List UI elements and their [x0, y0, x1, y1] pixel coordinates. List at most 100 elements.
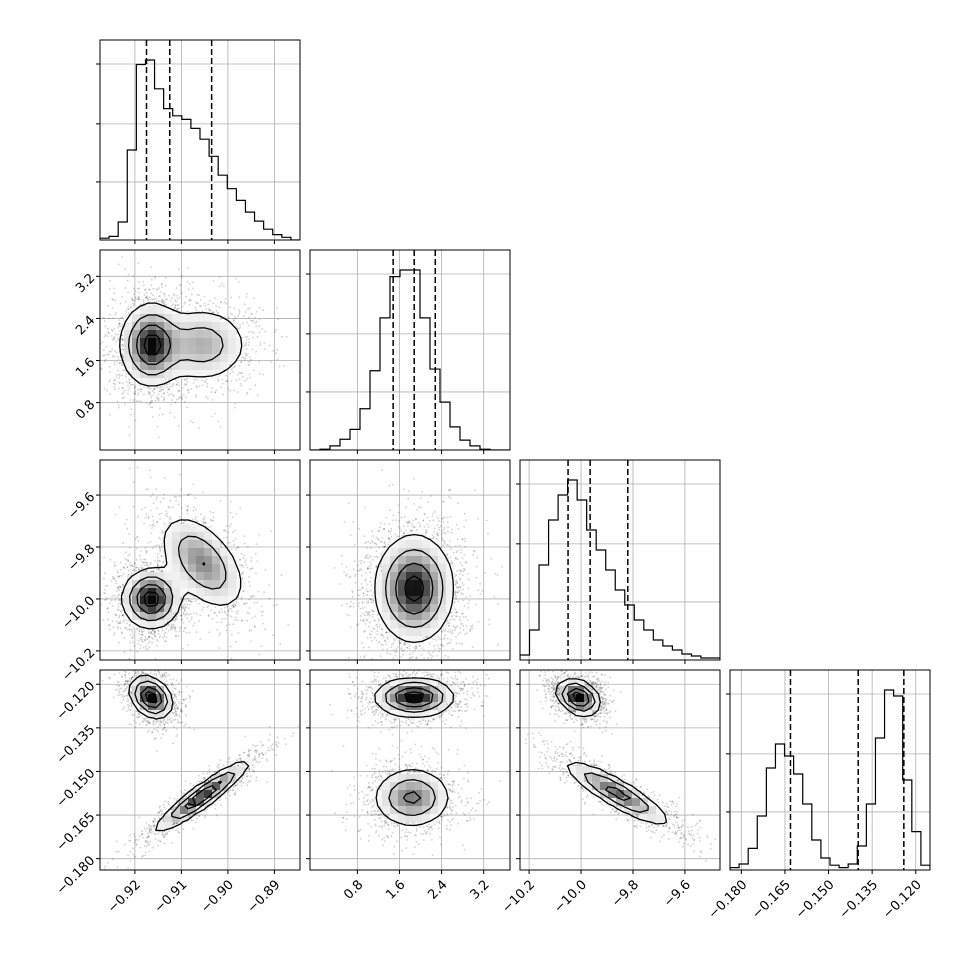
scatter-point — [229, 541, 231, 544]
scatter-point — [150, 400, 153, 402]
density-cell — [172, 346, 181, 355]
scatter-point — [175, 287, 178, 290]
scatter-point — [152, 515, 154, 518]
scatter-point — [230, 296, 233, 299]
scatter-point — [125, 375, 127, 378]
scatter-point — [239, 324, 242, 326]
scatter-point — [236, 331, 238, 334]
scatter-point — [205, 308, 208, 310]
scatter-point — [143, 639, 146, 642]
scatter-point — [122, 391, 125, 393]
scatter-point — [170, 393, 173, 395]
scatter-point — [139, 298, 141, 301]
scatter-point — [136, 466, 139, 469]
scatter-point — [138, 296, 140, 299]
scatter-point — [260, 611, 263, 613]
scatter-point — [145, 549, 147, 552]
scatter-point — [195, 385, 198, 387]
scatter-point — [170, 299, 172, 302]
scatter-point — [137, 262, 140, 265]
scatter-point — [240, 598, 243, 600]
scatter-point — [179, 395, 182, 398]
scatter-point — [262, 610, 264, 613]
scatter-point — [163, 302, 165, 305]
scatter-point — [103, 317, 106, 320]
scatter-point — [129, 546, 131, 549]
scatter-point — [203, 518, 205, 521]
scatter-point — [108, 413, 111, 416]
scatter-point — [109, 602, 111, 605]
scatter-point — [240, 564, 243, 566]
scatter-point — [230, 548, 233, 551]
scatter-point — [169, 628, 172, 630]
scatter-point — [232, 531, 234, 534]
scatter-point — [149, 406, 152, 408]
scatter-point — [118, 324, 121, 327]
scatter-point — [169, 516, 171, 518]
scatter-point — [226, 606, 229, 608]
scatter-point — [120, 568, 122, 571]
scatter-point — [128, 657, 131, 660]
scatter-point — [205, 378, 208, 381]
scatter-point — [122, 566, 125, 569]
scatter-point — [198, 602, 200, 605]
scatter-point — [117, 596, 119, 599]
scatter-point — [125, 558, 128, 561]
scatter-point — [151, 294, 154, 297]
panel-1-1 — [306, 249, 511, 454]
scatter-point — [115, 613, 118, 616]
scatter-point — [214, 297, 216, 300]
scatter-point — [139, 303, 142, 306]
density-cell — [180, 338, 189, 347]
scatter-point — [186, 617, 189, 620]
scatter-point — [156, 639, 158, 641]
density-cell — [124, 322, 133, 331]
scatter-point — [185, 606, 188, 609]
scatter-point — [180, 276, 183, 279]
scatter-point — [258, 373, 261, 375]
scatter-point — [243, 535, 245, 537]
density-cell — [140, 338, 149, 347]
scatter-point — [135, 569, 138, 572]
scatter-point — [184, 608, 187, 611]
scatter-point — [194, 516, 197, 518]
density-cell — [164, 370, 173, 379]
scatter-point — [241, 564, 244, 567]
scatter-point — [255, 320, 258, 323]
scatter-point — [244, 602, 246, 605]
scatter-point — [238, 311, 241, 313]
scatter-point — [268, 584, 270, 586]
scatter-point — [123, 651, 126, 654]
scatter-point — [112, 338, 115, 341]
scatter-point — [182, 621, 185, 624]
density-cell — [228, 338, 237, 347]
scatter-point — [163, 292, 166, 295]
scatter-point — [140, 628, 143, 631]
scatter-point — [170, 626, 173, 629]
density-cell — [156, 362, 165, 371]
scatter-point — [140, 640, 143, 642]
scatter-point — [131, 297, 133, 300]
scatter-point — [128, 561, 131, 564]
scatter-point — [251, 336, 254, 339]
scatter-point — [118, 622, 120, 625]
scatter-point — [234, 403, 236, 405]
scatter-point — [111, 620, 114, 623]
scatter-point — [117, 369, 119, 372]
scatter-point — [223, 285, 225, 287]
scatter-point — [118, 589, 121, 592]
scatter-point — [224, 316, 227, 318]
scatter-point — [163, 396, 166, 399]
scatter-point — [147, 299, 150, 302]
scatter-point — [121, 614, 124, 616]
scatter-point — [245, 393, 248, 395]
scatter-point — [143, 522, 146, 525]
scatter-point — [248, 575, 251, 578]
scatter-point — [233, 307, 236, 310]
scatter-point — [245, 602, 248, 604]
scatter-point — [108, 317, 110, 320]
scatter-point — [128, 467, 131, 470]
scatter-point — [193, 612, 195, 614]
scatter-point — [250, 594, 253, 597]
scatter-point — [117, 588, 120, 590]
